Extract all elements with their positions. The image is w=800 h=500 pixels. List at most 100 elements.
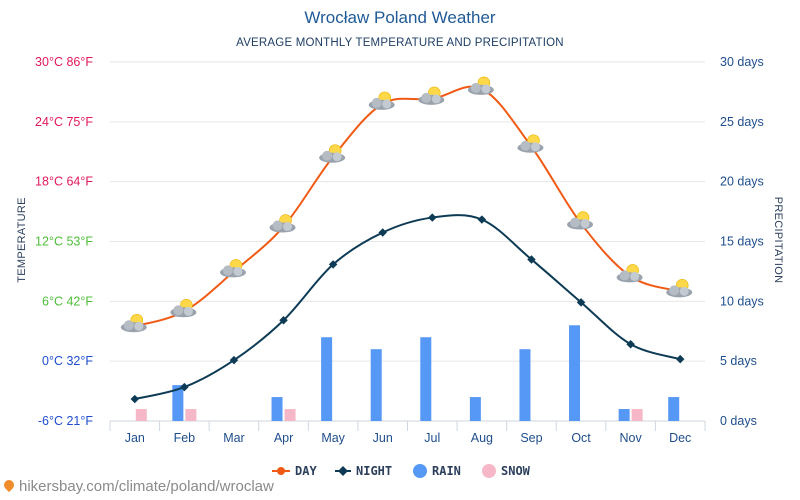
x-axis-separators — [109, 421, 706, 431]
partly-cloudy-icon — [616, 264, 643, 283]
cloud-puff — [332, 152, 342, 162]
legend-rain-label: RAIN — [432, 464, 461, 478]
source-link[interactable]: hikersbay.com/climate/poland/wroclaw — [1, 477, 274, 495]
night-point — [626, 339, 635, 349]
x-tick-label: Oct — [571, 431, 591, 445]
rain-bar — [370, 349, 382, 421]
partly-cloudy-icon — [219, 259, 246, 278]
rain-bar — [569, 325, 581, 421]
left-axis-title: TEMPERATURE — [16, 197, 28, 283]
gridlines — [110, 61, 705, 422]
location-pin-icon — [1, 477, 17, 493]
right-tick-label: 10 days — [720, 294, 764, 308]
x-tick-label: Feb — [174, 431, 196, 445]
chart-subtitle: AVERAGE MONTHLY TEMPERATURE AND PRECIPIT… — [236, 37, 564, 49]
chart-title: Wrocław Poland Weather — [304, 8, 496, 27]
source-text: hikersbay.com/climate/poland/wroclaw — [19, 478, 274, 495]
cloud-puff — [520, 140, 531, 151]
right-axis-ticks: 30 days 25 days 20 days 15 days 10 days 5 day… — [720, 55, 764, 428]
legend-night[interactable]: NIGHT — [335, 464, 392, 478]
left-tick-label: 24°C 75°F — [35, 115, 93, 129]
rain-bar — [519, 349, 531, 421]
legend-night-label: NIGHT — [356, 464, 392, 478]
night-point — [180, 382, 189, 392]
partly-cloudy-icon — [467, 76, 494, 95]
x-tick-label: Dec — [669, 431, 691, 445]
partly-cloudy-icon — [269, 214, 296, 233]
legend-day[interactable]: DAY — [272, 464, 317, 478]
cloud-puff — [431, 94, 441, 104]
cloud-puff — [272, 220, 283, 231]
night-point — [328, 260, 338, 269]
right-tick-label: 20 days — [720, 175, 764, 189]
rain-bar — [668, 397, 680, 421]
rain-bar — [420, 337, 432, 421]
x-tick-label: Nov — [620, 431, 643, 445]
left-tick-label: 18°C 64°F — [35, 175, 93, 189]
legend-day-label: DAY — [295, 464, 317, 478]
x-tick-label: Aug — [471, 431, 493, 445]
x-tick-label: Jun — [373, 431, 393, 445]
cloud-puff — [371, 97, 382, 108]
legend-rain-dot — [413, 464, 427, 478]
legend-snow[interactable]: SNOW — [482, 464, 531, 478]
snow-bar — [631, 409, 643, 421]
x-tick-label: Jan — [125, 431, 145, 445]
cloud-puff — [283, 222, 293, 232]
left-tick-label: 0°C 32°F — [42, 354, 93, 368]
rain-bar — [321, 337, 333, 421]
partly-cloudy-icon — [567, 211, 594, 230]
cloud-puff — [123, 320, 134, 331]
cloud-puff — [679, 286, 689, 296]
cloud-puff — [580, 219, 590, 229]
left-axis-ticks: 30°C 86°F 24°C 75°F 18°C 64°F 12°C 53°F 6°C … — [35, 55, 93, 428]
cloud-puff — [470, 82, 481, 93]
rain-bar — [618, 409, 630, 421]
x-tick-label: Jul — [424, 431, 440, 445]
precipitation-bars — [135, 325, 680, 421]
cloud-puff — [630, 271, 640, 281]
legend: DAY NIGHT RAIN SNOW — [272, 464, 531, 478]
legend-snow-label: SNOW — [501, 464, 531, 478]
temperature-lines — [134, 85, 681, 401]
partly-cloudy-icon — [517, 134, 544, 153]
right-tick-label: 5 days — [720, 354, 757, 368]
legend-rain[interactable]: RAIN — [413, 464, 461, 478]
cloud-puff — [183, 306, 193, 316]
rain-bar — [271, 397, 283, 421]
partly-cloudy-icon — [368, 91, 395, 110]
temperature-markers — [120, 76, 693, 404]
left-tick-label: 6°C 42°F — [42, 294, 93, 308]
cloud-puff — [421, 92, 432, 103]
legend-snow-dot — [482, 464, 496, 478]
snow-bar — [185, 409, 197, 421]
x-tick-label: Mar — [223, 431, 245, 445]
x-axis-ticks: Jan Feb Mar Apr May Jun Jul Aug Sep Oct Nov Dec — [125, 431, 692, 445]
left-tick-label: -6°C 21°F — [38, 414, 94, 428]
cloud-puff — [669, 285, 680, 296]
rain-bar — [172, 385, 184, 421]
legend-night-diamond — [338, 466, 348, 476]
partly-cloudy-icon — [319, 144, 346, 163]
partly-cloudy-icon — [418, 86, 445, 105]
right-tick-label: 15 days — [720, 235, 764, 249]
snow-bar — [135, 409, 147, 421]
night-point — [378, 228, 387, 237]
night-point — [675, 354, 685, 364]
cloud-puff — [619, 270, 630, 281]
rain-bar — [469, 397, 481, 421]
night-point — [279, 316, 288, 325]
right-tick-label: 30 days — [720, 55, 764, 69]
night-point — [130, 394, 140, 404]
right-axis-title: PRECIPITATION — [772, 197, 784, 284]
night-line — [134, 214, 681, 401]
night-point — [229, 355, 239, 365]
x-tick-label: Apr — [274, 431, 293, 445]
cloud-puff — [481, 84, 491, 94]
night-point — [576, 298, 586, 307]
left-tick-label: 30°C 86°F — [35, 55, 93, 69]
day-line — [134, 85, 681, 328]
cloud-puff — [222, 265, 233, 276]
cloud-puff — [530, 142, 540, 152]
